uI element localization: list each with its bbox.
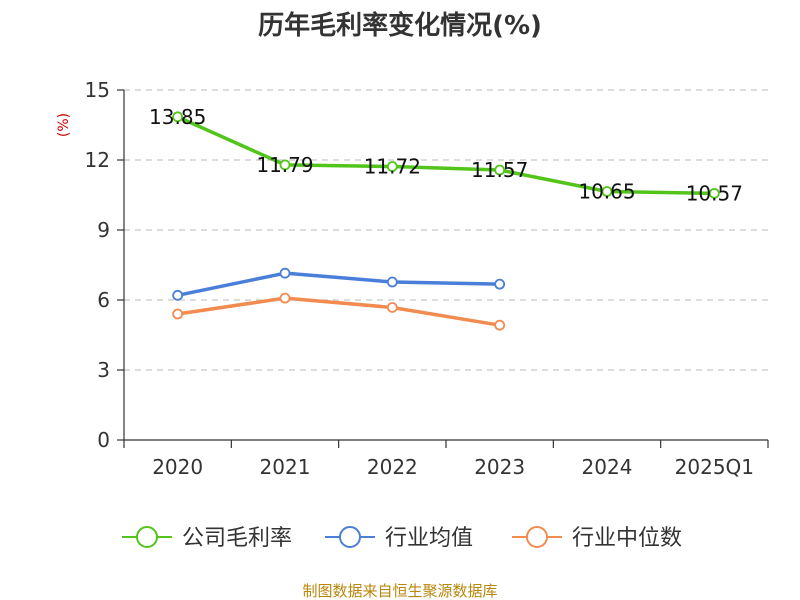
x-tick-label: 2025Q1	[675, 455, 754, 479]
data-point	[172, 111, 184, 123]
data-point	[494, 164, 506, 176]
y-tick-label: 9	[97, 218, 110, 242]
data-point	[386, 276, 398, 288]
y-axis-label: (%)	[56, 113, 72, 137]
data-point	[601, 186, 613, 197]
data-point	[494, 319, 506, 331]
series-lines	[172, 111, 720, 331]
data-labels: 13.85 11.79 11.72 11.57 10.65 10.57	[149, 105, 743, 206]
data-point	[386, 161, 398, 172]
data-label: 11.57	[471, 158, 528, 182]
y-tick-label: 3	[97, 358, 110, 382]
data-point	[708, 187, 720, 199]
y-tick-label: 0	[97, 428, 110, 452]
x-tick-label: 2023	[474, 455, 525, 479]
data-point	[279, 267, 291, 279]
data-point	[172, 308, 184, 320]
data-label: 10.57	[686, 181, 743, 205]
y-tick-label: 12	[85, 148, 110, 172]
data-label: 11.79	[256, 153, 313, 177]
data-label: 10.65	[578, 180, 635, 204]
data-point	[172, 289, 184, 301]
legend-label: 公司毛利率	[182, 526, 292, 551]
x-tick-label: 2021	[260, 455, 311, 479]
legend-marker	[526, 526, 548, 548]
source-note: 制图数据来自恒生聚源数据库	[302, 582, 497, 600]
chart-title: 历年毛利率变化情况(%)	[258, 10, 542, 41]
data-point	[386, 302, 398, 313]
legend-marker	[339, 526, 361, 548]
x-tick-label: 2024	[582, 455, 633, 479]
x-tick-label: 2022	[367, 455, 418, 479]
legend-label: 行业均值	[385, 526, 473, 551]
y-tick-label: 6	[97, 288, 110, 312]
data-label: 11.72	[364, 155, 421, 179]
legend: 公司毛利率 行业均值 行业中位数	[122, 526, 682, 551]
y-tick-label: 15	[85, 78, 110, 102]
series-line-2	[177, 296, 500, 327]
series-line-0	[176, 115, 715, 196]
data-point	[279, 159, 291, 171]
data-point	[279, 292, 291, 304]
axes: 0 3 6 9 12 15 2020 2021 2022 2023 2024 2025Q1	[85, 78, 769, 479]
legend-label: 行业中位数	[572, 526, 682, 551]
series-line-1	[177, 271, 500, 298]
gridlines	[124, 89, 768, 371]
data-label: 13.85	[149, 105, 206, 129]
data-point	[494, 278, 506, 290]
legend-marker	[136, 526, 158, 548]
x-tick-label: 2020	[152, 455, 203, 479]
